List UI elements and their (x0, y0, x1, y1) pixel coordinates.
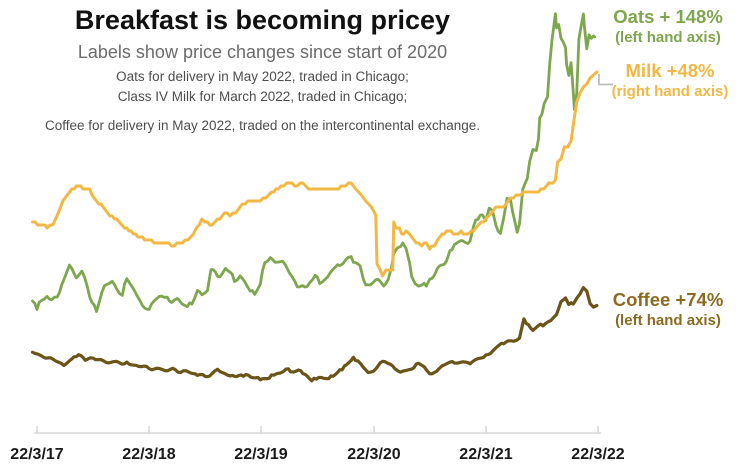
milk-annotation: Milk +48% (right hand axis) (599, 59, 740, 102)
x-axis-tick-label: 22/3/22 (571, 446, 624, 463)
x-axis-tick-label: 22/3/21 (459, 446, 512, 463)
oats-change-label: Oats + 148% (613, 6, 723, 27)
chart-header: Breakfast is becoming pricey Labels show… (0, 5, 525, 136)
chart-subtitle: Labels show price changes since start of… (77, 42, 448, 62)
milk-line (31, 70, 599, 278)
coffee-change-label: Coffee +74% (612, 289, 724, 310)
x-axis-tick-label: 22/3/19 (234, 446, 287, 463)
oats-line (31, 12, 596, 313)
oats-annotation: Oats + 148% (left hand axis) (597, 5, 739, 48)
oats-axis-note: (left hand axis) (615, 29, 721, 46)
note-milk: Class IV Milk for March 2022, traded in … (117, 89, 408, 104)
milk-callout-line (598, 74, 613, 86)
note-oats: Oats for delivery in May 2022, traded in… (116, 69, 409, 84)
note-coffee: Coffee for delivery in May 2022, traded … (44, 118, 481, 133)
coffee-axis-note: (left hand axis) (615, 312, 721, 329)
coffee-line (30, 286, 599, 383)
x-axis-tick-label: 22/3/18 (122, 446, 175, 463)
x-axis-tick-label: 22/3/20 (347, 446, 400, 463)
chart-title: Breakfast is becoming pricey (74, 5, 451, 35)
coffee-annotation: Coffee +74% (left hand axis) (597, 288, 739, 331)
x-axis-tick-label: 22/3/17 (10, 446, 63, 463)
x-axis: 22/3/17 22/3/18 22/3/19 22/3/20 22/3/21 … (10, 426, 625, 463)
series-lines (30, 12, 599, 383)
milk-change-label: Milk +48% (625, 60, 715, 81)
milk-axis-note: (right hand axis) (611, 83, 729, 100)
